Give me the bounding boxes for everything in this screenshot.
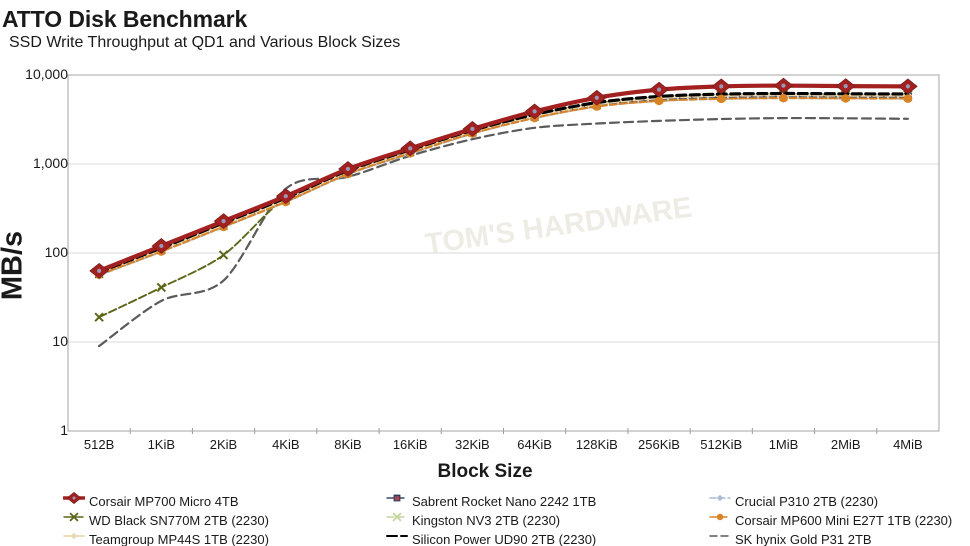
svg-text:TOM'S HARDWARE: TOM'S HARDWARE bbox=[423, 192, 694, 261]
